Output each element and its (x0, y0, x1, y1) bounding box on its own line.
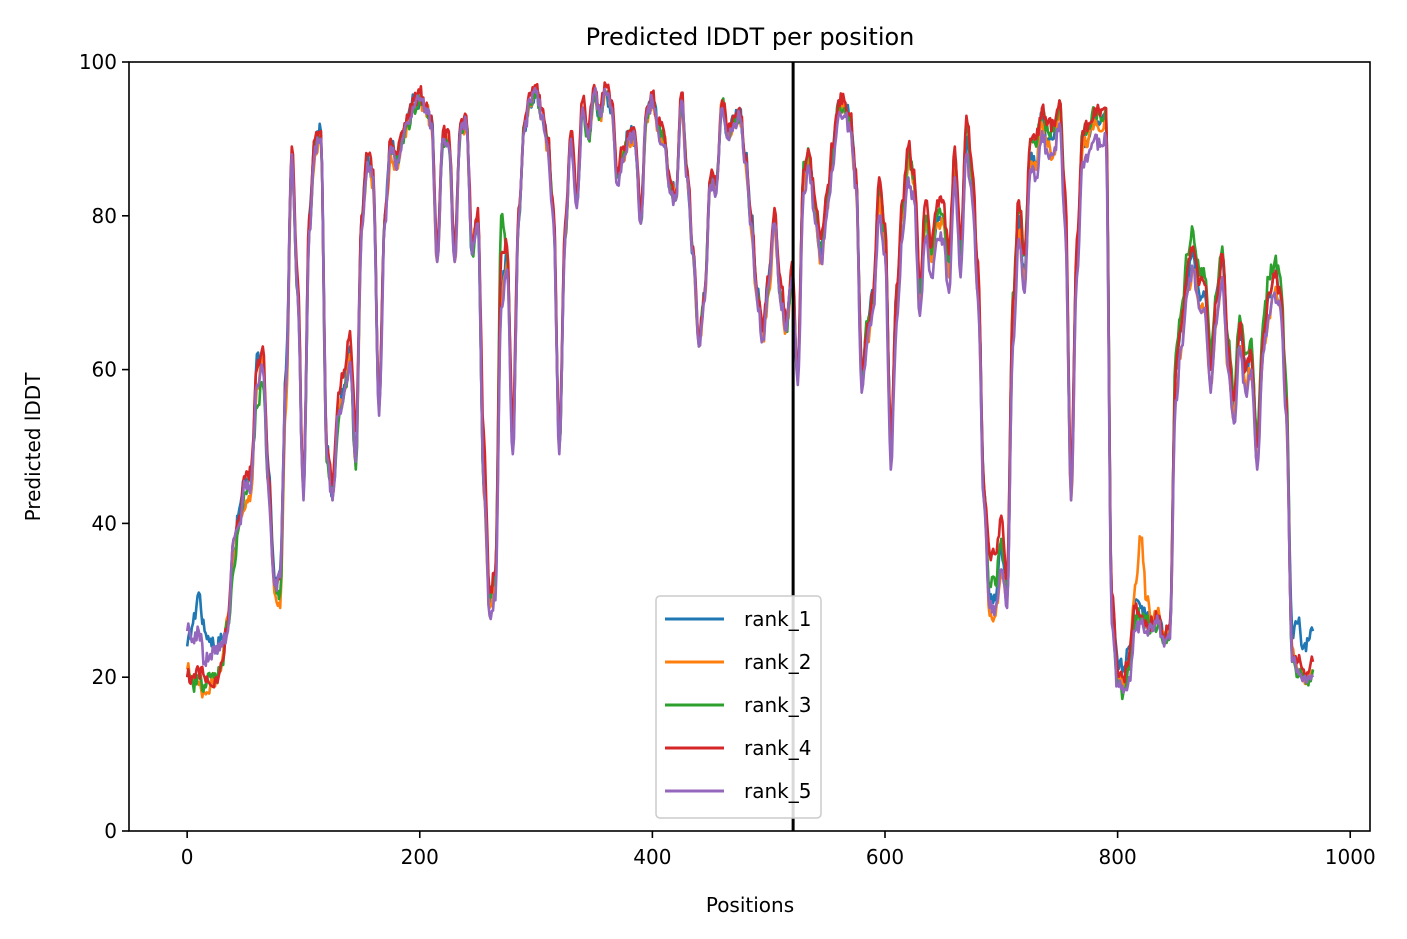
y-axis-label: Predicted lDDT (21, 372, 45, 522)
series-line-rank-5 (185, 86, 1315, 694)
x-tick-label: 200 (401, 845, 439, 869)
plot-frame (128, 61, 1371, 832)
y-tick-label: 100 (79, 50, 117, 74)
legend-label-rank-5: rank_5 (744, 779, 811, 803)
x-tick-label: 400 (633, 845, 671, 869)
legend-label-rank-4: rank_4 (744, 736, 811, 760)
x-axis-label: Positions (706, 893, 794, 917)
y-tick-label: 80 (92, 204, 117, 228)
x-tick-label: 0 (181, 845, 194, 869)
y-tick-label: 40 (92, 511, 117, 535)
y-tick-label: 60 (92, 358, 117, 382)
y-tick-label: 20 (92, 665, 117, 689)
y-tick-label: 0 (104, 819, 117, 843)
x-tick-label: 600 (866, 845, 904, 869)
x-axis-ticks: 0 200 400 600 800 1000 (181, 831, 1376, 869)
legend-label-rank-2: rank_2 (744, 650, 811, 674)
y-axis-ticks: 0 20 40 60 80 100 (79, 50, 129, 843)
legend-box (655, 595, 822, 819)
chart-title: Predicted lDDT per position (586, 23, 915, 51)
legend: rank_1 rank_2 rank_3 rank_4 rank_5 (655, 595, 822, 819)
x-tick-label: 800 (1099, 845, 1137, 869)
legend-label-rank-1: rank_1 (744, 607, 811, 631)
x-tick-label: 1000 (1325, 845, 1376, 869)
series-group (185, 81, 1315, 701)
legend-label-rank-3: rank_3 (744, 693, 811, 717)
